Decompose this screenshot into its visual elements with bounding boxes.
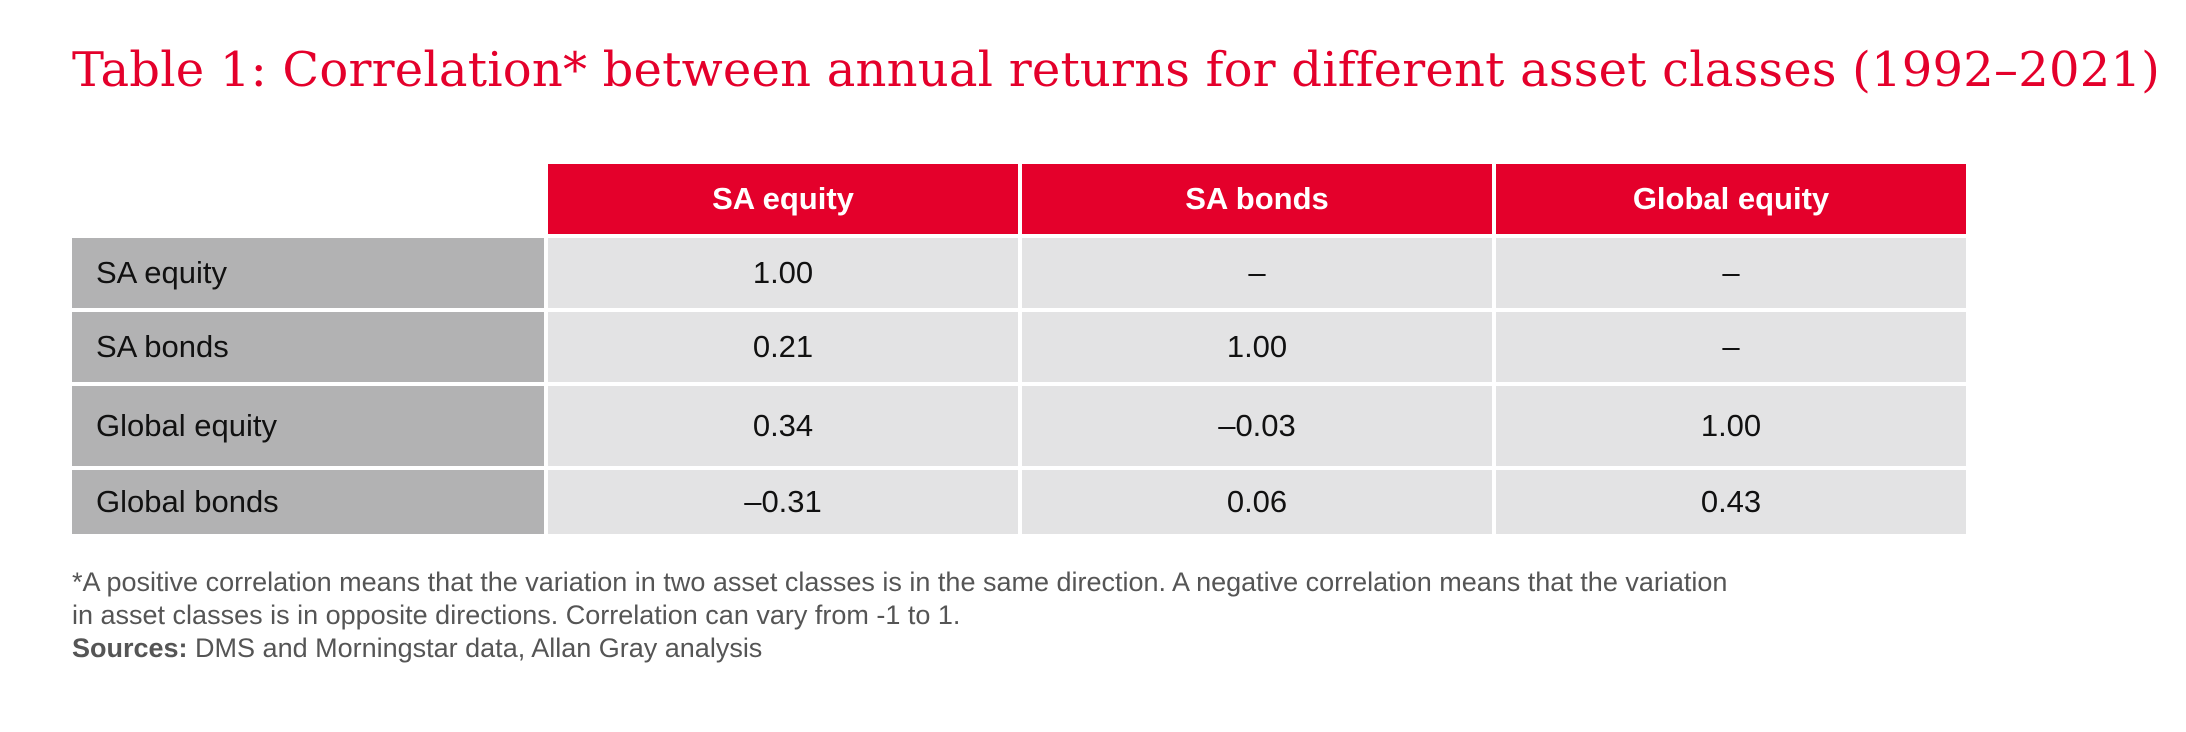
table-corner xyxy=(72,164,544,234)
table-cell: –0.31 xyxy=(548,470,1018,534)
footnote-line-1: *A positive correlation means that the v… xyxy=(72,567,1728,597)
table-cell: 0.43 xyxy=(1496,470,1966,534)
table-cell: – xyxy=(1022,238,1492,308)
table-cell: 1.00 xyxy=(548,238,1018,308)
sources-label: Sources: xyxy=(72,633,188,663)
table-cell: – xyxy=(1496,238,1966,308)
row-header-global-equity: Global equity xyxy=(72,386,544,466)
footnote-line-2: in asset classes is in opposite directio… xyxy=(72,600,961,630)
row-header-global-bonds: Global bonds xyxy=(72,470,544,534)
row-header-sa-bonds: SA bonds xyxy=(72,312,544,382)
table-cell: 0.06 xyxy=(1022,470,1492,534)
column-header-sa-bonds: SA bonds xyxy=(1022,164,1492,234)
table-cell: 1.00 xyxy=(1496,386,1966,466)
table-title: Table 1: Correlation* between annual ret… xyxy=(72,42,2161,98)
row-header-sa-equity: SA equity xyxy=(72,238,544,308)
table-cell: – xyxy=(1496,312,1966,382)
footnote: *A positive correlation means that the v… xyxy=(72,566,1972,665)
sources-text: DMS and Morningstar data, Allan Gray ana… xyxy=(187,633,763,663)
table-cell: 0.34 xyxy=(548,386,1018,466)
correlation-table: SA equity SA bonds Global equity SA equi… xyxy=(72,164,1966,534)
table-cell: 1.00 xyxy=(1022,312,1492,382)
table-cell: –0.03 xyxy=(1022,386,1492,466)
column-header-global-equity: Global equity xyxy=(1496,164,1966,234)
sources-line: Sources: DMS and Morningstar data, Allan… xyxy=(72,632,1972,665)
table-cell: 0.21 xyxy=(548,312,1018,382)
column-header-sa-equity: SA equity xyxy=(548,164,1018,234)
